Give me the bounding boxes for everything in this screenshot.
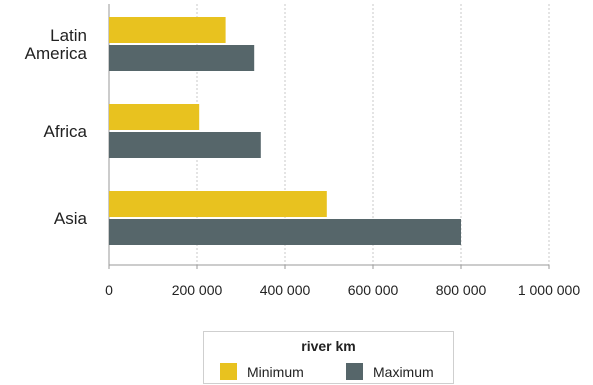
category-label: Africa xyxy=(44,122,88,141)
bar-maximum xyxy=(109,45,255,71)
legend-swatch-minimum xyxy=(220,363,237,380)
legend-title: river km xyxy=(301,338,356,354)
category-label: Asia xyxy=(54,209,88,228)
legend-item-maximum: Maximum xyxy=(346,363,434,380)
bar-minimum xyxy=(109,191,327,217)
x-tick-label: 0 xyxy=(105,282,113,298)
legend: river km Minimum Maximum xyxy=(203,331,454,384)
bar-chart: 0 200 000 400 000 600 000 800 000 1 000 000 La… xyxy=(25,4,580,298)
x-tick-label: 1 000 000 xyxy=(518,282,580,298)
legend-swatch-maximum xyxy=(346,363,363,380)
legend-label-maximum: Maximum xyxy=(373,363,434,380)
legend-label-minimum: Minimum xyxy=(247,363,304,380)
bar-minimum xyxy=(109,17,226,43)
category-label: Latin xyxy=(50,26,87,45)
bar-minimum xyxy=(109,104,200,130)
x-tick-label: 600 000 xyxy=(348,282,399,298)
x-tick-label: 400 000 xyxy=(260,282,311,298)
bar-maximum xyxy=(109,219,461,245)
legend-item-minimum: Minimum xyxy=(220,363,304,380)
x-tick-label: 800 000 xyxy=(436,282,487,298)
bar-maximum xyxy=(109,132,261,158)
x-tick-label: 200 000 xyxy=(172,282,223,298)
category-label: America xyxy=(25,44,88,63)
